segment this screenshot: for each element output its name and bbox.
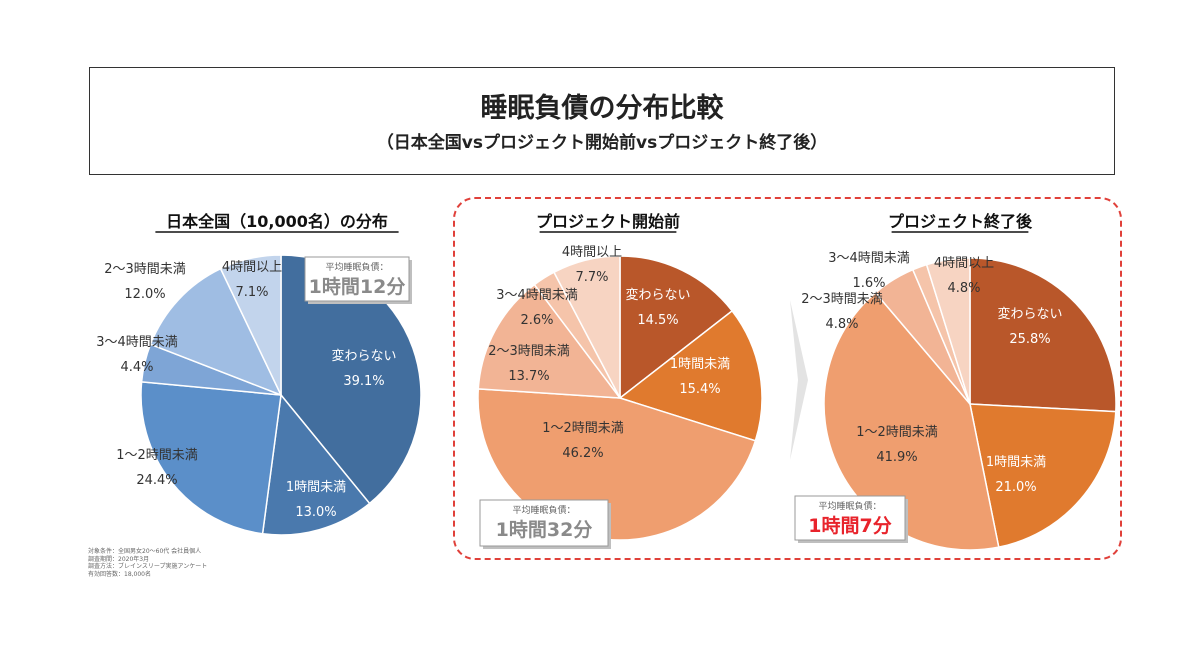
pie-slice — [140, 381, 282, 535]
badge-box — [479, 499, 609, 547]
slice-value-label: 13.0% — [295, 505, 336, 520]
slice-value-label: 2.6% — [520, 313, 553, 328]
slice-value-label: 13.7% — [508, 369, 549, 384]
slice-value-label: 15.4% — [679, 382, 720, 397]
slice-category-label: 2～3時間未満 — [488, 344, 570, 359]
pie-slice — [618, 309, 763, 442]
slice-category-label: 2～3時間未満 — [104, 262, 186, 277]
footnote-line: 調査方法：ブレインスリープ実施アンケート — [88, 563, 208, 570]
slice-category-label: 1時間未満 — [670, 357, 730, 372]
slice-value-label: 41.9% — [876, 450, 917, 465]
average-label: 平均睡眠負債： — [512, 504, 575, 516]
average-debt-badge: 平均睡眠負債： 1時間12分 — [304, 256, 412, 304]
average-value: 1時間7分 — [808, 515, 891, 537]
footnote-line: 有効回答数：18,000名 — [88, 570, 151, 578]
footnote-line: 対象条件：全国男女20～60代 会社員個人 — [88, 548, 202, 555]
slice-category-label: 4時間以上 — [934, 256, 994, 271]
slice-category-label: 変わらない — [625, 287, 690, 303]
badge-box — [794, 495, 906, 541]
slice-value-label: 7.1% — [235, 285, 268, 300]
slice-category-label: 1時間未満 — [286, 480, 346, 495]
slice-category-label: 3～4時間未満 — [496, 288, 578, 303]
pie-slice — [969, 403, 1117, 549]
slice-category-label: 4時間以上 — [562, 245, 622, 260]
project-comparison-frame — [453, 197, 1122, 560]
pie-slice — [552, 255, 621, 399]
slice-category-label: 2～3時間未満 — [801, 292, 883, 307]
pie-slice — [477, 283, 622, 399]
pie-slice — [823, 291, 1000, 551]
slice-value-label: 12.0% — [124, 287, 165, 302]
average-value: 1時間32分 — [496, 519, 593, 541]
pie-slice — [969, 257, 1117, 413]
slice-value-label: 1.6% — [852, 276, 885, 291]
average-value: 1時間12分 — [309, 276, 406, 298]
pie-slice — [925, 257, 971, 405]
slice-category-label: 4時間以上 — [222, 260, 282, 275]
footnote-line: 調査期間：2020年3月 — [88, 555, 150, 563]
slice-category-label: 1～2時間未満 — [856, 425, 938, 440]
chart-title: プロジェクト開始前 — [536, 212, 680, 231]
slice-value-label: 7.7% — [575, 270, 608, 285]
slice-category-label: 1～2時間未満 — [116, 448, 198, 463]
page-subtitle: （日本全国vsプロジェクト開始前vsプロジェクト終了後） — [376, 133, 828, 153]
slice-value-label: 21.0% — [995, 480, 1036, 495]
slice-value-label: 46.2% — [562, 446, 603, 461]
chart-title: 日本全国（10,000名）の分布 — [166, 212, 388, 231]
pie-slice — [219, 254, 282, 396]
slice-category-label: 3～4時間未満 — [96, 335, 178, 350]
chart-title: プロジェクト終了後 — [888, 212, 1033, 231]
pie-slice — [261, 393, 371, 536]
slice-value-label: 14.5% — [637, 313, 678, 328]
title-box: 睡眠負債の分布比較 （日本全国vsプロジェクト開始前vsプロジェクト終了後） — [89, 67, 1115, 175]
slice-category-label: 1時間未満 — [986, 455, 1046, 470]
slice-value-label: 4.8% — [825, 317, 858, 332]
slice-value-label: 24.4% — [136, 473, 177, 488]
average-debt-badge: 平均睡眠負債： 1時間7分 — [794, 495, 908, 543]
page-title: 睡眠負債の分布比較 — [480, 93, 724, 124]
slice-category-label: 1～2時間未満 — [542, 421, 624, 436]
slice-category-label: 変わらない — [997, 306, 1062, 322]
badge-box — [304, 256, 410, 302]
average-debt-badge: 平均睡眠負債： 1時間32分 — [479, 499, 611, 549]
slice-value-label: 4.4% — [120, 360, 153, 375]
slice-value-label: 25.8% — [1009, 332, 1050, 347]
slice-category-label: 3～4時間未満 — [828, 251, 910, 266]
slice-value-label: 39.1% — [343, 374, 384, 389]
average-label: 平均睡眠負債： — [818, 500, 881, 512]
slice-value-label: 4.8% — [947, 281, 980, 296]
survey-footnote: 対象条件：全国男女20～60代 会社員個人 調査期間：2020年3月 調査方法：… — [88, 548, 207, 578]
pie-slice — [619, 255, 734, 400]
arrow-chevron-icon — [790, 300, 808, 460]
average-label: 平均睡眠負債： — [325, 261, 388, 273]
slice-category-label: 変わらない — [331, 348, 396, 364]
pie-slice — [149, 267, 283, 397]
